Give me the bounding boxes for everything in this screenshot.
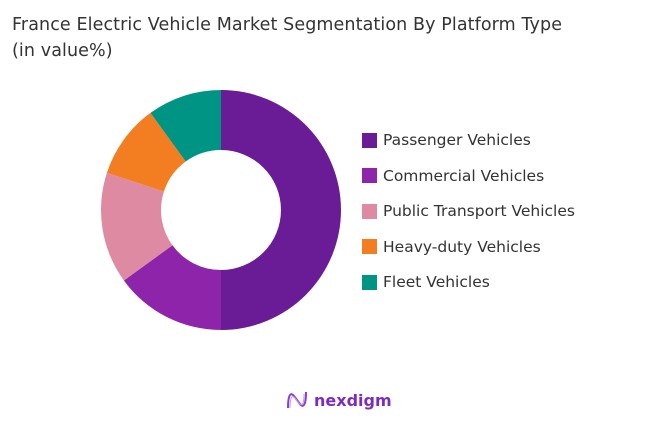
legend-swatch [362,274,377,290]
brand-name: nexdigm [314,390,392,410]
chart-title: France Electric Vehicle Market Segmentat… [12,12,562,64]
legend-item: Commercial Vehicles [362,166,575,186]
legend-item: Public Transport Vehicles [362,201,575,221]
legend-label: Commercial Vehicles [383,166,545,185]
legend-label: Passenger Vehicles [383,131,531,149]
legend-item: Fleet Vehicles [362,272,575,292]
legend-item: Heavy-duty Vehicles [362,237,575,257]
brand-logo: nexdigm [286,390,392,410]
legend-item: Passenger Vehicles [362,130,575,150]
slice-commercial-vehicles [123,245,221,330]
legend-swatch [362,132,377,148]
slice-heavy-duty-vehicles [106,112,186,192]
slice-passenger-vehicles [221,90,341,330]
slice-fleet-vehicles [150,90,221,162]
legend: Passenger Vehicles Commercial Vehicles Pub… [362,130,575,308]
legend-swatch [362,239,377,254]
legend-label: Heavy-duty Vehicles [383,237,541,256]
legend-swatch [362,203,377,219]
nexdigm-logo-icon [287,391,307,409]
legend-label: Fleet Vehicles [383,273,490,291]
chart-title-line-1: France Electric Vehicle Market Segmentat… [12,15,563,35]
legend-swatch [362,168,377,183]
legend-label: Public Transport Vehicles [383,202,575,220]
slice-public-transport-vehicles [100,172,173,281]
chart-title-line-2: (in value%) [12,41,113,61]
